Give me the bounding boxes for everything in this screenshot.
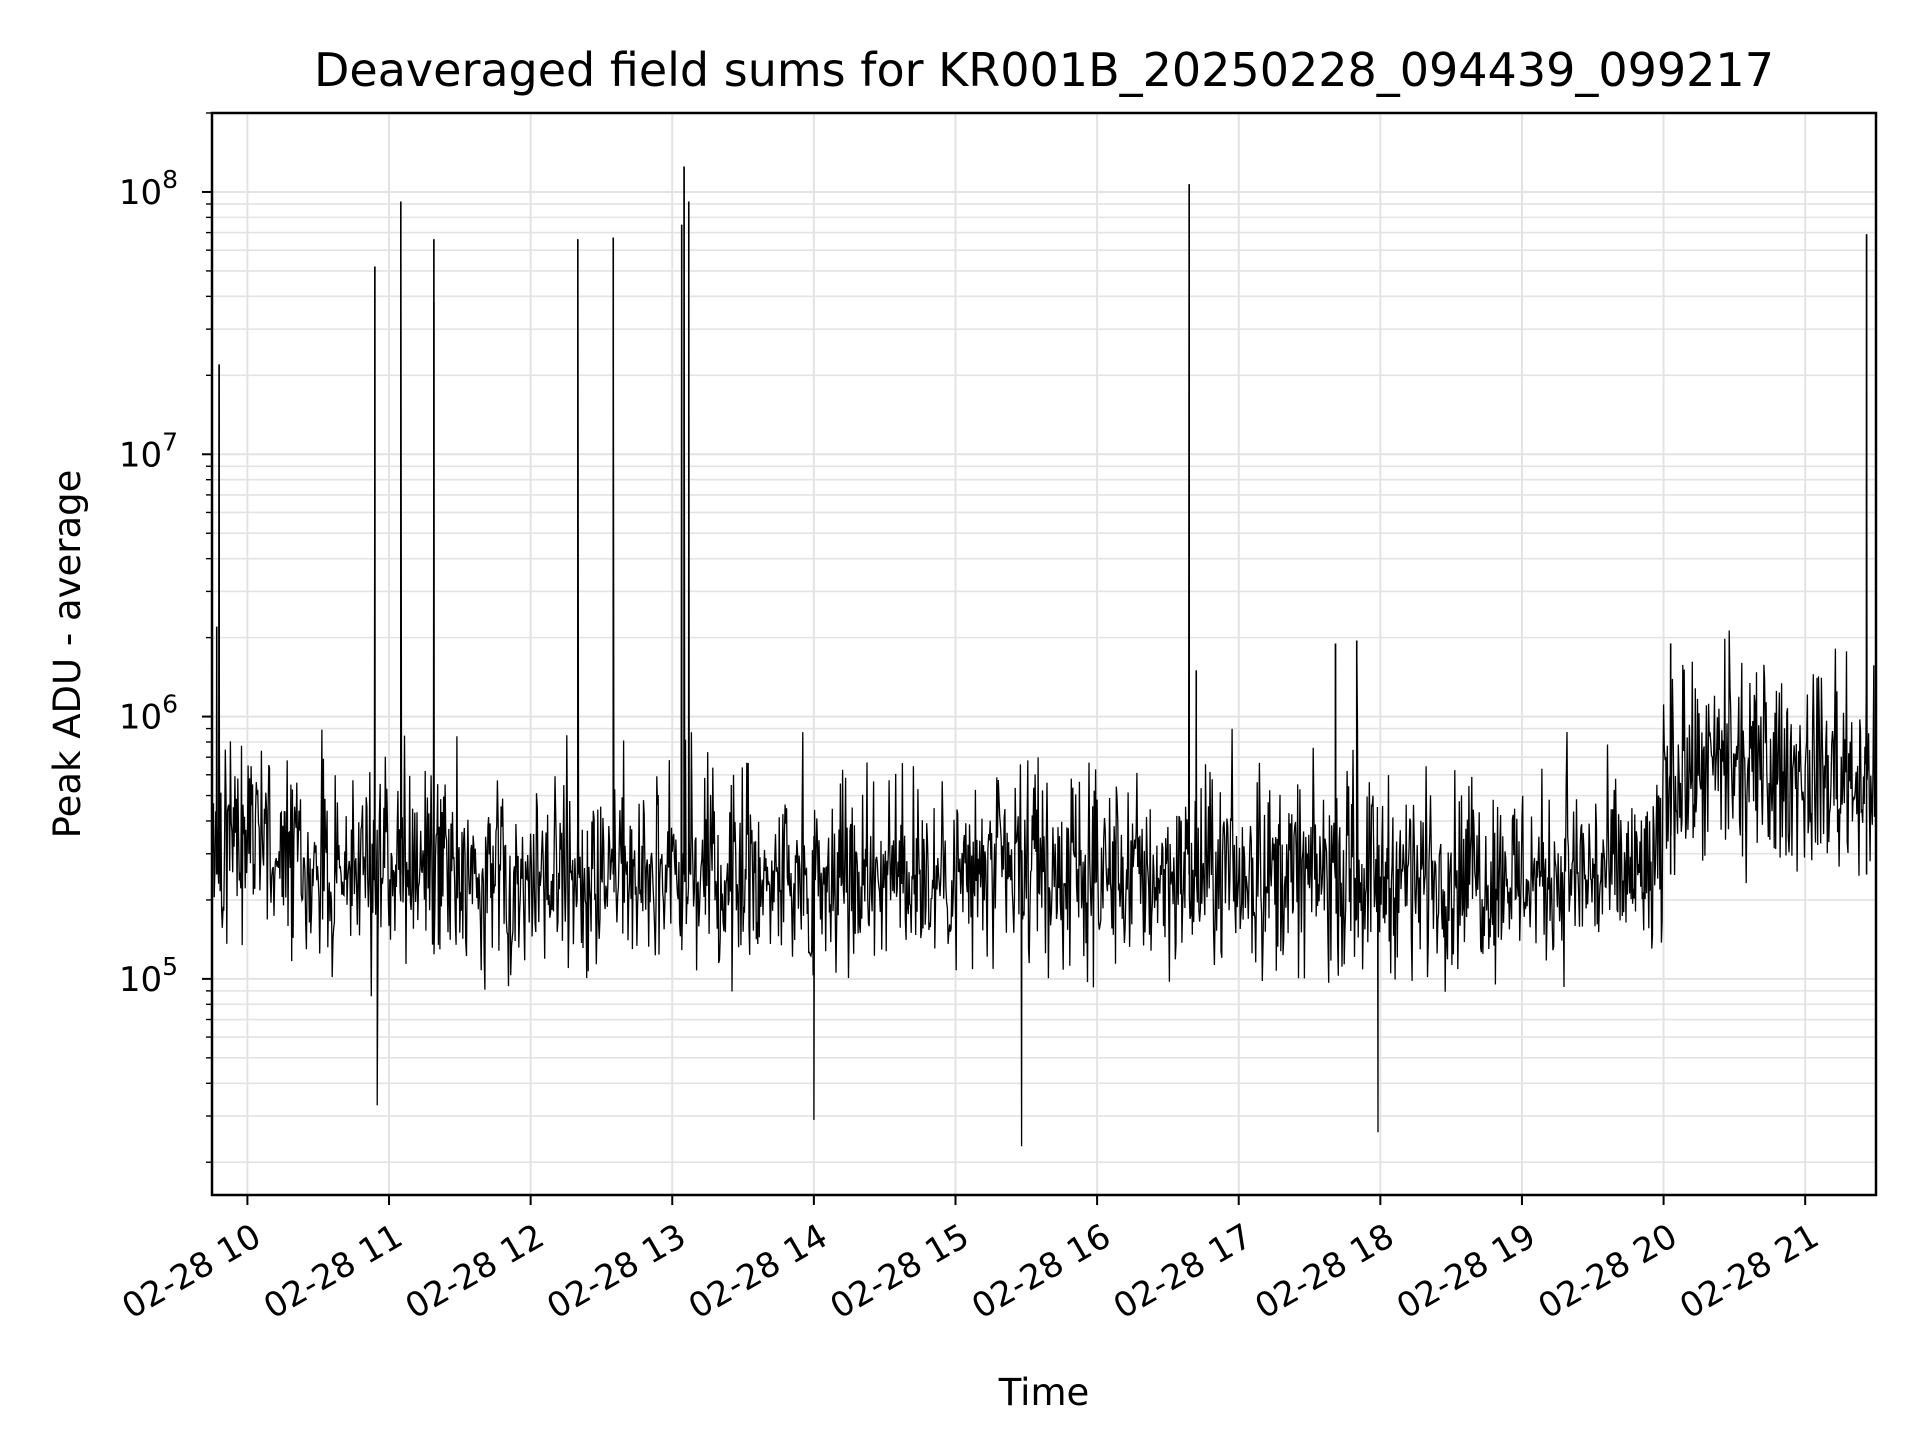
series-layer: [211, 166, 1876, 1147]
plot-frame: [210, 111, 1878, 1197]
y-tick-label: 108: [119, 165, 178, 213]
y-tick-label: 105: [119, 952, 178, 1000]
chart-title: Deaveraged field sums for KR001B_2025022…: [314, 43, 1774, 97]
y-tick-label: 106: [119, 690, 178, 738]
y-axis-label: Peak ADU - average: [46, 470, 89, 839]
grid-layer: [212, 112, 1876, 1195]
y-tick-label: 107: [119, 427, 178, 475]
x-axis-label: Time: [998, 1371, 1090, 1414]
series-line-peak-adu: [211, 166, 1876, 1147]
